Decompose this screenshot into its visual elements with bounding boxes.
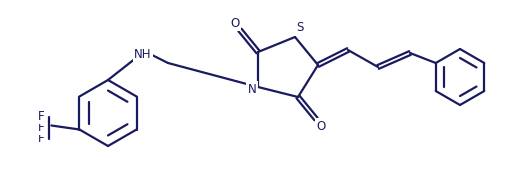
Text: F: F bbox=[38, 110, 45, 123]
Text: O: O bbox=[230, 16, 240, 29]
Text: O: O bbox=[316, 120, 326, 132]
Text: F: F bbox=[38, 132, 45, 145]
Text: F: F bbox=[38, 121, 45, 134]
Text: N: N bbox=[247, 83, 256, 95]
Text: S: S bbox=[297, 21, 304, 33]
Text: NH: NH bbox=[134, 48, 152, 60]
